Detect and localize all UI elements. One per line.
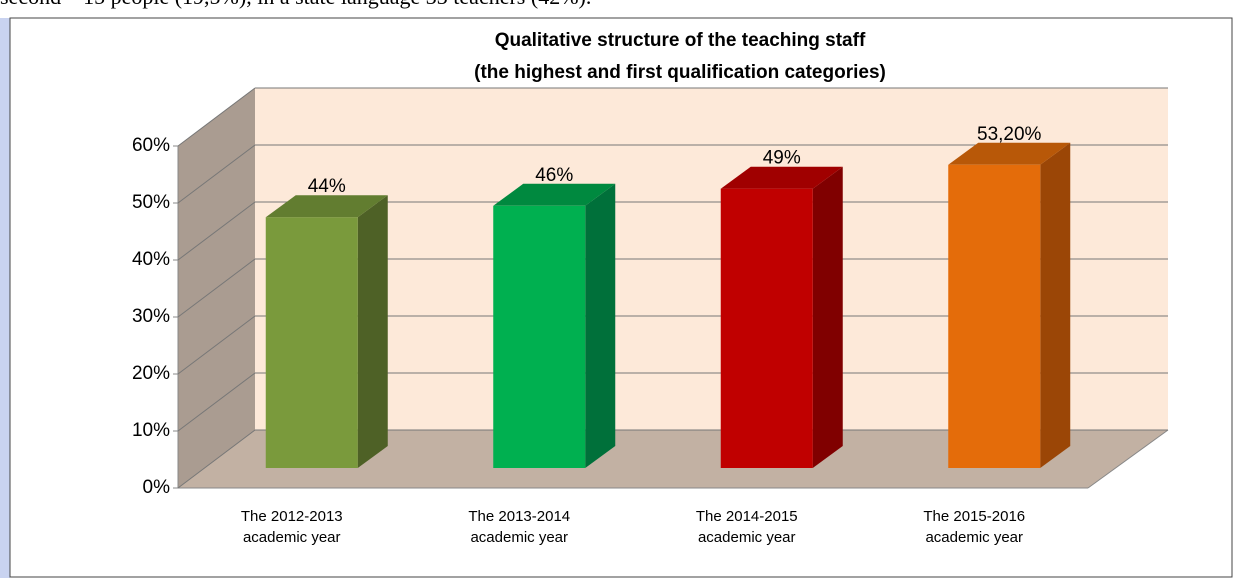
- grid-line: [177, 201, 256, 261]
- bar-side: [357, 195, 388, 468]
- grid-line: [177, 87, 256, 147]
- value-label: 49%: [763, 148, 801, 169]
- document-text: second – 15 people (19,5%), in a state l…: [0, 0, 591, 10]
- y-tick-label: 40%: [132, 249, 170, 270]
- bar-top: [720, 166, 843, 189]
- bar-side: [1040, 142, 1071, 468]
- y-tick-label: 60%: [132, 135, 170, 156]
- bar-top: [493, 183, 616, 206]
- x-tick-label: The 2013-2014 academic year: [468, 508, 571, 546]
- chart-title: (the highest and first qualification cat…: [474, 62, 886, 83]
- bar: [948, 164, 1041, 468]
- y-tick-label: 0%: [143, 477, 171, 498]
- bar-top: [948, 142, 1071, 165]
- value-label: 44%: [308, 176, 346, 197]
- bar-side: [812, 166, 843, 468]
- y-tick-label: 20%: [132, 363, 170, 384]
- chart-title: Qualitative structure of the teaching st…: [495, 30, 866, 51]
- floor: [178, 430, 1168, 488]
- bar-top: [265, 195, 388, 218]
- x-tick-label: The 2015-2016 academic year: [923, 508, 1026, 546]
- bar-side: [585, 183, 616, 469]
- bar: [265, 217, 358, 468]
- grid-line: [177, 144, 256, 204]
- grid-line: [177, 429, 256, 489]
- page-margin: [0, 18, 10, 578]
- value-label: 46%: [535, 165, 573, 186]
- bar: [493, 205, 586, 469]
- y-tick-label: 30%: [132, 306, 170, 327]
- x-tick-label: The 2014-2015 academic year: [695, 508, 798, 546]
- grid-line: [177, 258, 256, 318]
- bar: [720, 188, 813, 468]
- x-tick-label: The 2012-2013 academic year: [240, 508, 343, 546]
- y-tick-label: 50%: [132, 192, 170, 213]
- floor-edge: [1087, 429, 1169, 489]
- value-label: 53,20%: [977, 124, 1042, 145]
- y-tick-label: 10%: [132, 420, 170, 441]
- grid-line: [177, 315, 256, 375]
- grid-line: [177, 372, 256, 432]
